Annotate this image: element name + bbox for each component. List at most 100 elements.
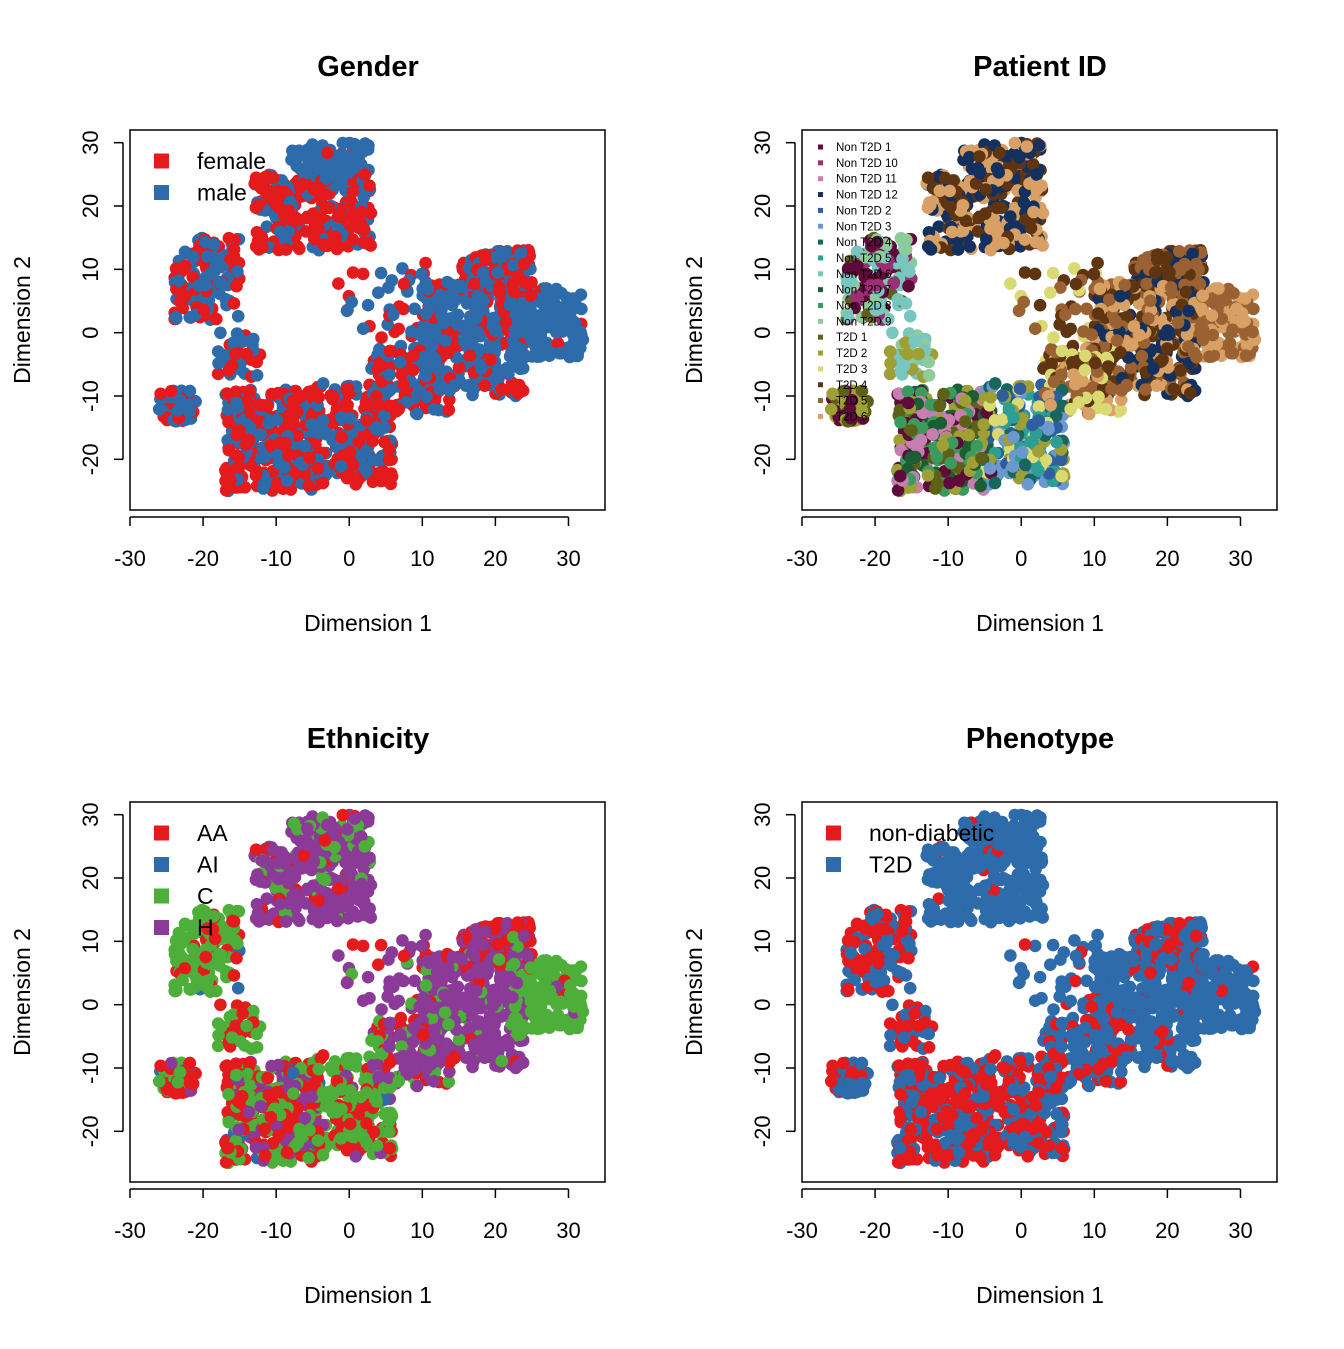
data-point [1239, 292, 1252, 305]
data-point [1064, 403, 1077, 416]
legend-label: T2D 6 [836, 411, 867, 423]
data-point [1190, 258, 1203, 271]
legend-swatch [154, 154, 169, 169]
data-point [332, 210, 345, 223]
data-point [1161, 342, 1174, 355]
data-point [1219, 294, 1232, 307]
x-tick-label: -10 [932, 546, 964, 571]
data-point [905, 452, 918, 465]
data-point [416, 268, 429, 281]
data-point [978, 418, 991, 431]
data-point [342, 382, 355, 395]
data-point [383, 369, 396, 382]
data-point [212, 1017, 225, 1030]
data-point [554, 324, 567, 337]
data-point [900, 243, 913, 256]
data-point [442, 346, 455, 359]
data-point [173, 274, 186, 287]
data-point [1212, 282, 1225, 295]
data-point [397, 378, 410, 391]
data-point [335, 431, 348, 444]
data-point [1110, 317, 1123, 330]
data-point [179, 246, 192, 259]
data-point [507, 259, 520, 272]
data-point [312, 391, 325, 404]
data-point [378, 436, 391, 449]
data-point [1013, 305, 1026, 318]
data-point [308, 183, 321, 196]
data-point [236, 335, 249, 348]
legend-swatch [818, 319, 823, 324]
data-point [1044, 286, 1057, 299]
data-point [1196, 289, 1209, 302]
data-point [500, 316, 513, 329]
data-point [991, 162, 1004, 175]
data-point [317, 1049, 330, 1062]
data-point [231, 265, 244, 278]
data-point [518, 258, 531, 271]
data-point [512, 387, 525, 400]
legend-swatch [818, 414, 823, 419]
data-point [387, 980, 400, 993]
data-point [1246, 326, 1259, 339]
data-point [475, 362, 488, 375]
data-point [933, 400, 946, 413]
data-point [387, 308, 400, 321]
data-point [884, 357, 897, 370]
data-point [1032, 414, 1045, 427]
data-point [312, 222, 325, 235]
data-point [926, 428, 939, 441]
data-point [511, 305, 524, 318]
data-point [553, 347, 566, 360]
data-point [931, 451, 944, 464]
data-point [1144, 295, 1157, 308]
data-point [287, 415, 300, 428]
x-axis-label: Dimension 1 [304, 610, 432, 636]
data-point [212, 1029, 225, 1042]
data-point [894, 416, 907, 429]
data-point [905, 424, 918, 437]
x-tick-label: 0 [343, 546, 355, 571]
x-tick-label: -10 [260, 546, 292, 571]
data-point [1004, 210, 1017, 223]
data-point [212, 357, 225, 370]
data-point [1151, 253, 1164, 266]
y-tick-label: 10 [78, 257, 103, 281]
data-point [898, 359, 911, 372]
data-point [894, 470, 907, 483]
data-point [1030, 236, 1043, 249]
data-point [355, 206, 368, 219]
data-point [214, 999, 227, 1012]
data-point [1083, 408, 1096, 421]
data-point [422, 283, 435, 296]
data-point [411, 408, 424, 421]
data-point [439, 334, 452, 347]
data-point [361, 400, 374, 413]
data-point [1016, 446, 1029, 459]
data-point [1047, 267, 1060, 280]
data-point [508, 286, 521, 299]
data-point [291, 240, 304, 253]
data-point [1009, 137, 1022, 150]
y-tick-label: 30 [78, 130, 103, 154]
data-point [1120, 379, 1133, 392]
legend-label: Non T2D 1 [836, 142, 891, 154]
data-point [1019, 459, 1032, 472]
data-point [375, 267, 388, 280]
data-point [446, 279, 459, 292]
data-point [302, 480, 315, 493]
data-point [431, 294, 444, 307]
data-point [1092, 391, 1105, 404]
data-point [1007, 460, 1020, 473]
legend-swatch [818, 271, 823, 276]
legend-swatch [818, 240, 823, 245]
data-point [1092, 307, 1105, 320]
data-point [201, 250, 214, 263]
data-point [922, 356, 935, 369]
y-tick-label: -10 [78, 380, 103, 412]
data-point [989, 477, 1002, 490]
